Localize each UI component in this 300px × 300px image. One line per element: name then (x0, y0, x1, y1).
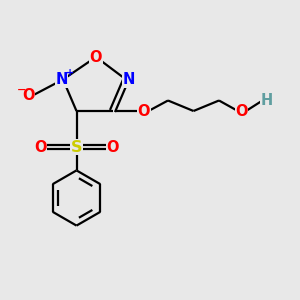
Text: O: O (235, 103, 248, 118)
Text: N: N (55, 72, 68, 87)
Text: O: O (22, 88, 35, 104)
Text: S: S (71, 140, 82, 154)
Text: O: O (90, 50, 102, 64)
Text: H: H (261, 93, 273, 108)
Text: +: + (66, 68, 75, 79)
Text: O: O (138, 103, 150, 118)
Text: O: O (34, 140, 47, 154)
Text: N: N (123, 72, 135, 87)
Text: O: O (106, 140, 119, 154)
Text: −: − (17, 84, 26, 94)
